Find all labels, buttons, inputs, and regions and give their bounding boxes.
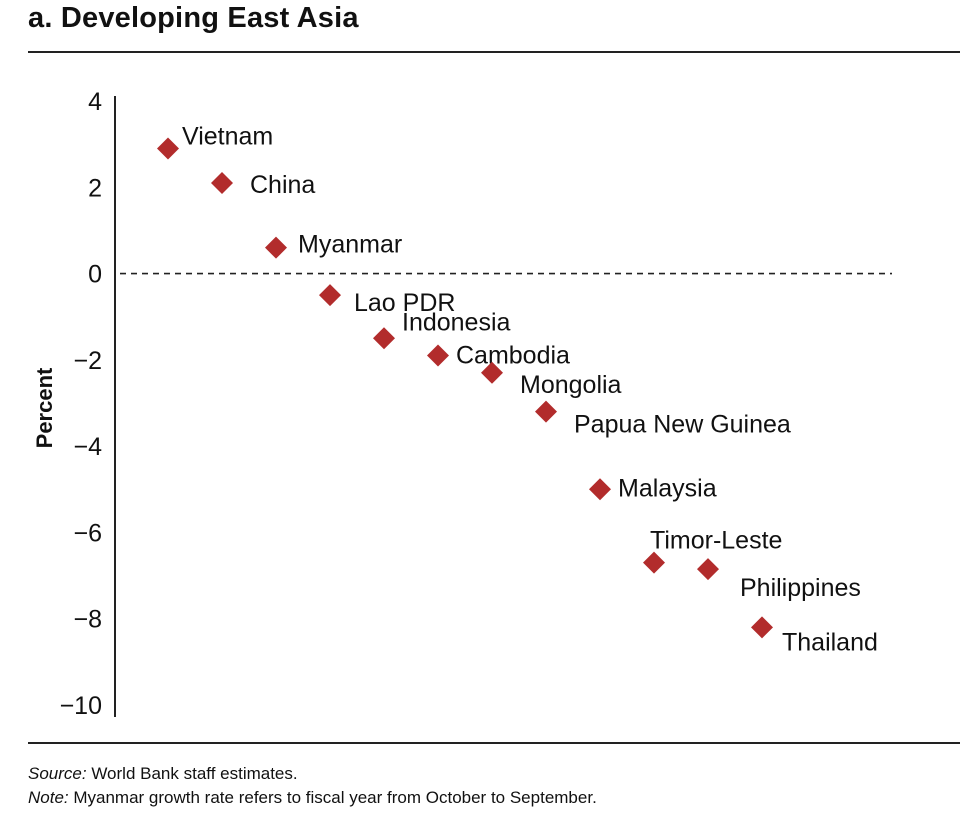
y-axis-label: Percent (32, 367, 57, 448)
myanmar-note: Note: Myanmar growth rate refers to fisc… (28, 788, 597, 807)
data-point-marker (427, 344, 449, 367)
y-tick-label: −2 (73, 347, 102, 375)
y-tick-label: 4 (88, 88, 102, 116)
y-tick-label: −4 (73, 433, 102, 461)
data-point-label: Mongolia (520, 371, 622, 399)
data-point-marker (535, 400, 557, 423)
chart-title: a. Developing East Asia (28, 2, 359, 34)
scatter-chart: 4 2 0 −2 −4 −6 −8 −10 Percent Vietnam China Myanm… (32, 88, 892, 720)
data-point-label: China (250, 171, 315, 199)
data-point-label: Malaysia (618, 474, 717, 502)
data-point-label: Indonesia (402, 308, 511, 336)
data-point-marker (157, 137, 179, 160)
y-tick-label: 0 (88, 261, 102, 289)
y-tick-label: −8 (73, 606, 102, 634)
source-note: Source: World Bank staff estimates. (28, 764, 298, 783)
data-point-label: Timor-Leste (650, 527, 782, 555)
data-point-label: Cambodia (456, 342, 570, 370)
data-point-label: Philippines (740, 574, 861, 602)
data-point-marker (319, 284, 341, 307)
data-point-marker (373, 327, 395, 350)
data-point-label: Papua New Guinea (574, 411, 791, 439)
data-point-label: Thailand (782, 628, 878, 656)
footnotes: Source: World Bank staff estimates. Note… (28, 762, 597, 810)
data-point-marker (211, 171, 233, 194)
y-tick-label: 2 (88, 174, 102, 202)
data-point-marker (265, 236, 287, 259)
y-tick-label: −10 (60, 692, 102, 720)
data-point-label: Lao PDR (354, 289, 455, 317)
bottom-divider (28, 742, 960, 744)
data-point-marker (751, 616, 773, 639)
data-point-marker (697, 558, 719, 581)
y-tick-label: −6 (73, 519, 102, 547)
y-axis: 4 2 0 −2 −4 −6 −8 −10 (60, 88, 892, 720)
top-divider (28, 51, 960, 53)
data-point-marker (481, 361, 503, 384)
data-point-marker (589, 478, 611, 501)
data-point-marker (643, 551, 665, 574)
data-point-label: Myanmar (298, 231, 402, 259)
data-point-label: Vietnam (182, 122, 273, 150)
